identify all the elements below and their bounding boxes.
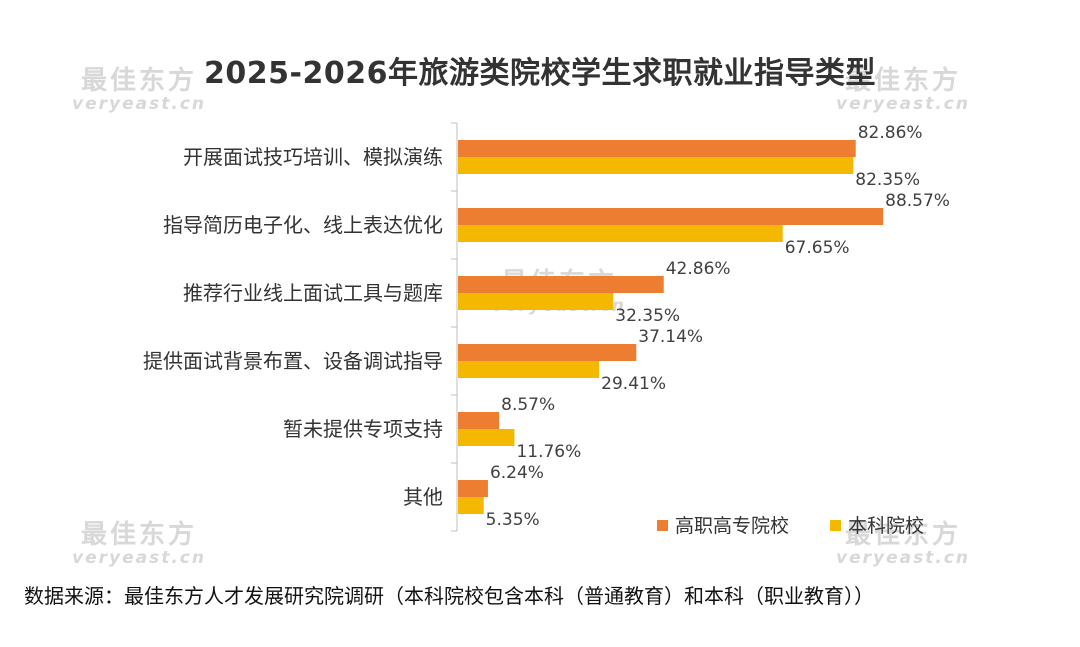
data-label: 29.41% bbox=[601, 374, 666, 394]
bar-undergraduate bbox=[458, 361, 600, 378]
bar-vocational bbox=[458, 344, 637, 361]
data-label: 82.86% bbox=[858, 123, 923, 143]
bar-undergraduate bbox=[458, 293, 614, 310]
category-label: 其他 bbox=[403, 485, 443, 509]
data-label: 82.35% bbox=[855, 170, 920, 190]
legend-label: 本科院校 bbox=[848, 515, 924, 537]
data-label: 42.86% bbox=[666, 259, 731, 279]
watermark-bottom-right: 最佳东方 veryeast.cn bbox=[836, 520, 970, 568]
watermark-bottom-left: 最佳东方 veryeast.cn bbox=[72, 520, 206, 568]
data-label: 8.57% bbox=[501, 395, 555, 415]
legend-swatch bbox=[830, 520, 841, 531]
legend: 高职高专院校 本科院校 bbox=[657, 515, 924, 537]
bar-chart: 开展面试技巧培训、模拟演练指导简历电子化、线上表达优化推荐行业线上面试工具与题库… bbox=[143, 122, 950, 537]
category-label: 推荐行业线上面试工具与题库 bbox=[183, 281, 443, 305]
watermark-top-left: 最佳东方 veryeast.cn bbox=[72, 66, 206, 114]
category-label: 暂未提供专项支持 bbox=[283, 417, 443, 441]
bar-vocational bbox=[458, 276, 664, 293]
chart-title: 2025-2026年旅游类院校学生求职就业指导类型 bbox=[204, 56, 876, 91]
data-label: 6.24% bbox=[490, 463, 544, 483]
legend-swatch bbox=[657, 520, 668, 531]
data-label: 11.76% bbox=[516, 442, 581, 462]
bar-vocational bbox=[458, 480, 488, 497]
bar-undergraduate bbox=[458, 225, 783, 242]
data-label: 67.65% bbox=[785, 238, 850, 258]
watermark-top-right: 最佳东方 veryeast.cn bbox=[836, 66, 970, 114]
bar-vocational bbox=[458, 412, 500, 429]
y-axis-ticks bbox=[451, 122, 457, 532]
bar-undergraduate bbox=[458, 429, 515, 446]
bar-undergraduate bbox=[458, 157, 854, 174]
bar-vocational bbox=[458, 140, 856, 157]
category-labels: 开展面试技巧培训、模拟演练指导简历电子化、线上表达优化推荐行业线上面试工具与题库… bbox=[143, 145, 443, 509]
data-labels: 82.86% 82.35%88.57% 67.65% 42.86% 32.35%37.1… bbox=[486, 123, 950, 530]
category-label: 提供面试背景布置、设备调试指导 bbox=[143, 349, 443, 373]
data-label: 5.35% bbox=[486, 510, 540, 530]
category-label: 开展面试技巧培训、模拟演练 bbox=[183, 145, 443, 169]
data-label: 32.35% bbox=[615, 306, 680, 326]
bar-undergraduate bbox=[458, 497, 484, 514]
data-label: 37.14% bbox=[638, 327, 703, 347]
category-label: 指导简历电子化、线上表达优化 bbox=[163, 213, 443, 237]
legend-label: 高职高专院校 bbox=[675, 515, 789, 537]
bars bbox=[458, 140, 884, 514]
bar-vocational bbox=[458, 208, 884, 225]
data-source-note: 数据来源：最佳东方人才发展研究院调研（本科院校包含本科（普通教育）和本科（职业教… bbox=[24, 584, 874, 608]
data-label: 88.57% bbox=[885, 191, 950, 211]
